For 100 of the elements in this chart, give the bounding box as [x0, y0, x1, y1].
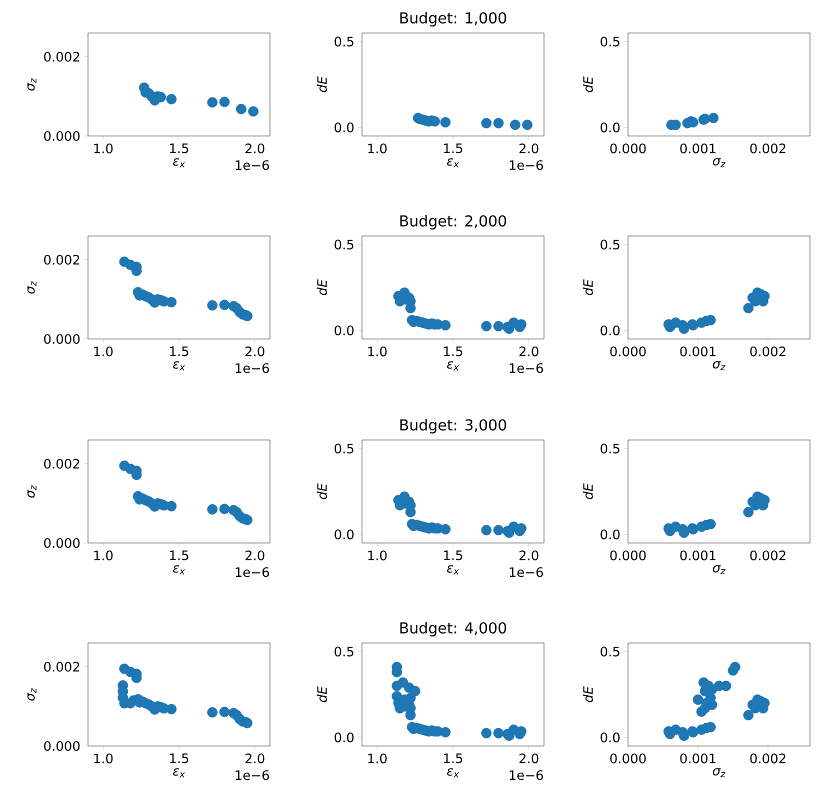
- y-axis-title: σ$_{z}$: [27, 281, 36, 294]
- x-tick-label: 0.000: [610, 754, 646, 764]
- point: [248, 106, 259, 117]
- point: [696, 706, 707, 717]
- text: 1e−6: [510, 160, 543, 170]
- y-tick-label: 0.5: [600, 646, 620, 657]
- point: [481, 118, 492, 128]
- point: [219, 504, 230, 514]
- text: 1e−6: [236, 770, 269, 780]
- y-tick-label: 0.5: [334, 444, 354, 454]
- x-tick-label: 1.0: [368, 550, 387, 560]
- y-tick-label: 0.0: [600, 732, 620, 742]
- chart-title: Budget: 1,000: [400, 12, 506, 26]
- point: [708, 112, 719, 124]
- x-axis-title: ε$_{x}$: [447, 768, 460, 778]
- y-tick-label: 0.000: [44, 131, 80, 141]
- y-tick-label: 0.002: [44, 254, 80, 265]
- chart-title: Budget: 4,000: [400, 622, 506, 636]
- y-tick-label: 0.0: [334, 325, 354, 336]
- y-tick-label: 0.0: [334, 530, 354, 540]
- point: [392, 691, 402, 702]
- y-axis-title: dE: [316, 279, 327, 296]
- y-axis-title: σ$_{z}$: [27, 688, 36, 701]
- y-tick-label: 0.5: [600, 444, 620, 454]
- y-axis-title: dE: [582, 686, 593, 702]
- point: [440, 117, 451, 128]
- x-tick-label: 2.0: [519, 346, 538, 356]
- x-axis-title: ε$_{x}$: [447, 158, 460, 168]
- point: [207, 707, 218, 718]
- text: 1e−6: [236, 363, 269, 374]
- point: [219, 96, 230, 108]
- y-tick-label: 0.0: [600, 325, 620, 336]
- point: [743, 302, 754, 314]
- x-axis-title: ε$_{x}$: [447, 361, 460, 370]
- point: [207, 97, 218, 108]
- point: [493, 524, 504, 536]
- y-tick-label: 0.002: [44, 662, 80, 672]
- point: [236, 104, 246, 114]
- x-axis-title: ε$_{x}$: [173, 361, 186, 370]
- x-tick-label: 0.000: [610, 550, 646, 560]
- x-tick-label: 1.5: [444, 550, 462, 560]
- x-axis-title: ε$_{x}$: [173, 768, 186, 778]
- x-axis-title: σ$_{z}$: [712, 158, 726, 168]
- point: [700, 686, 710, 696]
- x-axis-title: ε$_{x}$: [173, 158, 186, 168]
- x-tick-label: 0.001: [680, 346, 716, 356]
- text: 1e−6: [236, 160, 269, 170]
- x-tick-label: 1.5: [170, 346, 188, 356]
- x-tick-label: 1.0: [368, 144, 387, 154]
- text: 1e−6: [236, 567, 269, 578]
- point: [696, 521, 707, 532]
- y-axis-title: dE: [582, 483, 593, 500]
- point: [481, 524, 492, 536]
- x-tick-label: 0.002: [750, 346, 786, 356]
- x-tick-label: 2.0: [519, 550, 538, 560]
- text: 1e−6: [510, 770, 543, 780]
- x-axis-title: ε$_{x}$: [173, 565, 186, 574]
- chart-title: Budget: 2,000: [400, 214, 506, 230]
- point: [481, 320, 492, 332]
- chart-title: Budget: 3,000: [400, 418, 506, 434]
- text: 1e−6: [510, 363, 543, 374]
- x-tick-label: 1.0: [368, 346, 387, 356]
- point: [207, 300, 218, 311]
- y-axis-title: σ$_{z}$: [27, 485, 36, 498]
- point: [207, 504, 218, 515]
- point: [493, 118, 504, 128]
- point: [728, 665, 738, 676]
- y-tick-label: 0.002: [44, 458, 80, 469]
- y-tick-label: 0.000: [44, 538, 80, 548]
- x-tick-label: 1.5: [170, 144, 188, 154]
- y-axis-title: dE: [582, 76, 593, 92]
- x-axis-title: σ$_{z}$: [712, 565, 726, 574]
- y-tick-label: 0.5: [334, 36, 354, 46]
- y-tick-label: 0.5: [334, 240, 354, 250]
- point: [219, 300, 230, 310]
- x-tick-label: 2.0: [519, 144, 538, 154]
- x-tick-label: 0.001: [680, 754, 716, 764]
- x-tick-label: 2.0: [245, 550, 264, 560]
- point: [743, 710, 754, 720]
- point: [440, 727, 451, 738]
- x-tick-label: 2.0: [245, 754, 264, 764]
- y-tick-label: 0.002: [44, 52, 80, 62]
- y-axis-title: dE: [316, 483, 327, 500]
- y-tick-label: 0.0: [334, 122, 354, 132]
- point: [166, 296, 177, 308]
- y-tick-label: 0.0: [600, 530, 620, 540]
- x-tick-label: 2.0: [245, 346, 264, 356]
- point: [692, 694, 704, 705]
- y-tick-label: 0.5: [600, 36, 620, 46]
- y-tick-label: 0.000: [44, 334, 80, 344]
- x-tick-label: 0.001: [680, 144, 716, 154]
- x-tick-label: 1.0: [368, 754, 387, 764]
- x-axis-title: σ$_{z}$: [712, 768, 726, 778]
- point: [696, 724, 707, 735]
- x-tick-label: 1.0: [94, 754, 113, 764]
- x-tick-label: 2.0: [519, 754, 538, 764]
- y-tick-label: 0.0: [334, 732, 354, 742]
- y-axis-title: dE: [316, 76, 327, 92]
- point: [440, 320, 451, 330]
- point: [166, 704, 177, 714]
